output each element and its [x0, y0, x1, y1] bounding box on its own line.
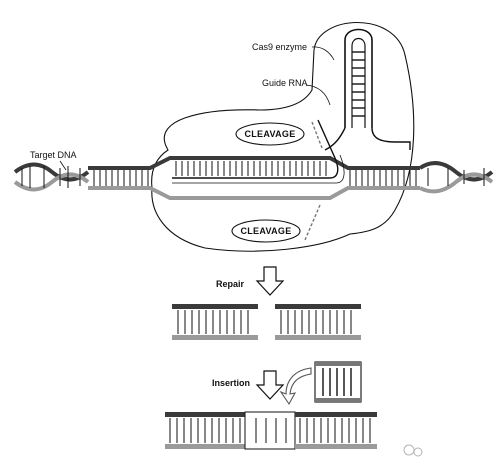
guide-rna-hairpin	[324, 28, 411, 151]
dna-fragment-left	[172, 304, 258, 340]
dna-helix-left	[13, 162, 90, 192]
final-dna-insert	[244, 411, 296, 450]
target-dna-leader-line	[59, 160, 67, 171]
target-dna-label: Target DNA	[30, 150, 77, 160]
guide-rna-label: Guide RNA	[262, 78, 308, 88]
dna-helix-right	[418, 161, 494, 194]
cleavage-top-label: CLEAVAGE	[244, 129, 295, 139]
cas9-leader-line	[311, 46, 335, 61]
dna-fragment-right	[275, 304, 361, 340]
insertion-label: Insertion	[212, 378, 250, 388]
guide-rna-leader-line	[305, 84, 331, 106]
final-dna-right	[295, 412, 377, 449]
dna-unwound-region	[88, 119, 420, 200]
final-dna-left	[165, 412, 245, 449]
cas9-label: Cas9 enzyme	[252, 42, 307, 52]
cas9-enzyme-outline	[151, 22, 415, 252]
repair-label: Repair	[216, 279, 245, 289]
down-arrow-icon	[255, 266, 285, 296]
cleavage-top-ellipse	[235, 122, 305, 146]
cut-mark-bottom	[304, 204, 321, 241]
insert-dna-fragment	[314, 361, 362, 403]
down-arrow-icon	[255, 370, 285, 400]
cleavage-bottom-ellipse	[231, 219, 301, 243]
watermark	[403, 444, 423, 457]
curved-arrow-icon	[279, 367, 312, 406]
cleavage-bottom-label: CLEAVAGE	[240, 226, 291, 236]
